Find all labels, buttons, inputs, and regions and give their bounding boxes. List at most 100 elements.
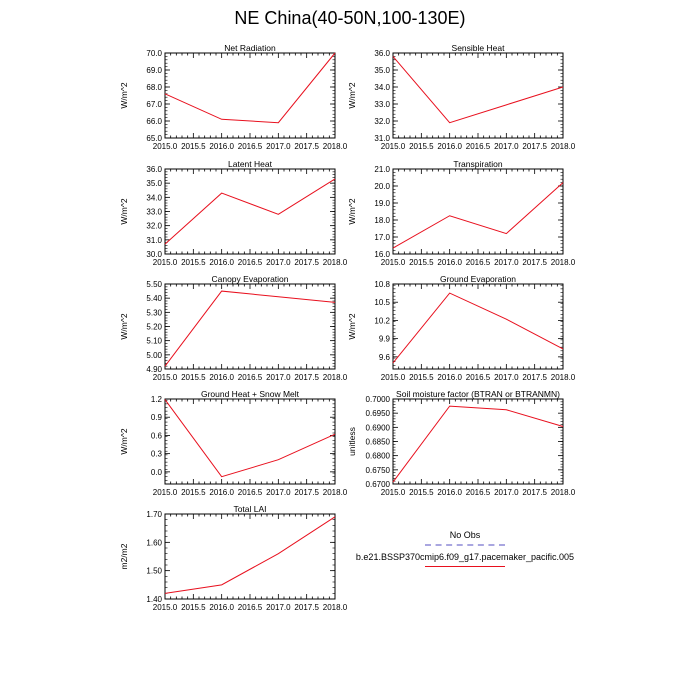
x-tick-label: 2017.5 — [522, 258, 547, 267]
y-tick-label: 17.0 — [374, 233, 390, 242]
x-tick-label: 2016.0 — [209, 142, 234, 151]
y-tick-label: 0.6700 — [366, 480, 391, 489]
y-tick-label: 21.0 — [374, 165, 390, 174]
y-tick-label: 18.0 — [374, 216, 390, 225]
y-tick-label: 19.0 — [374, 199, 390, 208]
x-tick-label: 2015.0 — [153, 373, 178, 382]
x-tick-label: 2017.0 — [266, 488, 291, 497]
panel-frame — [164, 513, 336, 600]
y-tick-label: 0.7000 — [366, 395, 391, 404]
x-tick-label: 2015.5 — [409, 258, 434, 267]
y-tick-label: 33.0 — [374, 100, 390, 109]
y-axis-label: unitless — [347, 427, 357, 456]
y-tick-label: 35.0 — [146, 179, 162, 188]
x-tick-label: 2015.0 — [381, 373, 406, 382]
series-line — [392, 182, 564, 249]
x-tick-label: 2015.0 — [381, 258, 406, 267]
x-tick-label: 2015.5 — [181, 603, 206, 612]
series-line — [164, 52, 336, 124]
legend: No Obs b.e21.BSSP370cmip6.f09_g17.pacema… — [350, 530, 580, 573]
x-tick-label: 2017.5 — [294, 488, 319, 497]
x-tick-label: 2015.0 — [153, 488, 178, 497]
y-tick-label: 33.0 — [146, 208, 162, 217]
y-tick-label: 9.6 — [379, 353, 391, 362]
x-tick-label: 2016.5 — [466, 142, 491, 151]
x-tick-label: 2018.0 — [323, 258, 348, 267]
y-axis-label: W/m^2 — [347, 313, 357, 339]
panel-frame — [392, 283, 564, 370]
x-tick-label: 2016.0 — [437, 258, 462, 267]
y-tick-label: 5.00 — [146, 351, 162, 360]
y-tick-label: 1.60 — [146, 538, 162, 547]
panel-title: Soil moisture factor (BTRAN or BTRANMN) — [396, 389, 560, 399]
x-tick-label: 2015.0 — [381, 488, 406, 497]
panel-title: Ground Evaporation — [440, 274, 516, 284]
y-tick-label: 31.0 — [146, 236, 162, 245]
panel-title: Canopy Evaporation — [211, 274, 288, 284]
panel-frame — [392, 398, 564, 485]
series-line — [164, 290, 336, 367]
x-tick-label: 2016.0 — [209, 603, 234, 612]
y-tick-label: 31.0 — [374, 134, 390, 143]
panel-title: Total LAI — [233, 504, 266, 514]
panel-3: Transpiration W/m^2 2015.0 2015.5 2016.0 2016… — [347, 159, 576, 267]
y-tick-label: 68.0 — [146, 83, 162, 92]
y-axis-label: W/m^2 — [347, 198, 357, 224]
x-tick-label: 2016.5 — [238, 373, 263, 382]
series-line — [392, 56, 564, 124]
panel-title: Transpiration — [453, 159, 503, 169]
y-tick-label: 0.3 — [151, 450, 163, 459]
y-tick-label: 0.6850 — [366, 438, 391, 447]
y-tick-label: 1.50 — [146, 567, 162, 576]
y-tick-label: 5.10 — [146, 337, 162, 346]
x-tick-label: 2017.0 — [494, 488, 519, 497]
panel-6: Ground Heat + Snow Melt W/m^2 2015.0 2015.5… — [119, 389, 348, 497]
x-tick-label: 2017.5 — [522, 142, 547, 151]
panel-1: Sensible Heat W/m^2 2015.0 2015.5 2016.0 2016… — [347, 43, 576, 151]
x-tick-label: 2017.5 — [294, 258, 319, 267]
y-tick-label: 34.0 — [374, 83, 390, 92]
y-axis-label: m2/m2 — [119, 543, 129, 569]
y-tick-label: 0.6950 — [366, 409, 391, 418]
series-line — [164, 516, 336, 594]
y-tick-label: 0.6750 — [366, 466, 391, 475]
panel-frame — [392, 168, 564, 255]
panel-frame — [164, 398, 336, 485]
panel-frame — [164, 283, 336, 370]
y-tick-label: 36.0 — [146, 165, 162, 174]
legend-label-obs: No Obs — [449, 530, 481, 540]
x-tick-label: 2018.0 — [551, 488, 576, 497]
x-tick-label: 2015.5 — [181, 373, 206, 382]
x-tick-label: 2015.0 — [153, 258, 178, 267]
y-tick-label: 67.0 — [146, 100, 162, 109]
y-axis-label: W/m^2 — [119, 428, 129, 454]
panel-frame — [164, 168, 336, 255]
y-tick-label: 65.0 — [146, 134, 162, 143]
x-tick-label: 2016.5 — [466, 258, 491, 267]
y-tick-label: 4.90 — [146, 365, 162, 374]
x-tick-label: 2016.5 — [238, 142, 263, 151]
x-tick-label: 2017.0 — [266, 258, 291, 267]
y-tick-label: 36.0 — [374, 49, 390, 58]
y-tick-label: 0.6800 — [366, 452, 391, 461]
panel-2: Latent Heat W/m^2 2015.0 2015.5 2016.0 2016.5… — [119, 159, 348, 267]
x-tick-label: 2017.5 — [294, 603, 319, 612]
y-tick-label: 1.2 — [151, 395, 163, 404]
x-tick-label: 2016.5 — [238, 603, 263, 612]
y-axis-label: W/m^2 — [119, 198, 129, 224]
legend-label-model: b.e21.BSSP370cmip6.f09_g17.pacemaker_pac… — [355, 552, 575, 562]
y-tick-label: 20.0 — [374, 182, 390, 191]
x-tick-label: 2016.0 — [437, 373, 462, 382]
y-tick-label: 1.40 — [146, 595, 162, 604]
y-tick-label: 10.2 — [374, 316, 390, 325]
x-tick-label: 2018.0 — [323, 603, 348, 612]
y-tick-label: 32.0 — [146, 222, 162, 231]
y-tick-label: 0.0 — [151, 468, 163, 477]
x-tick-label: 2016.5 — [238, 258, 263, 267]
y-tick-label: 32.0 — [374, 117, 390, 126]
x-tick-label: 2015.5 — [181, 488, 206, 497]
y-tick-label: 5.20 — [146, 323, 162, 332]
x-tick-label: 2017.0 — [266, 142, 291, 151]
